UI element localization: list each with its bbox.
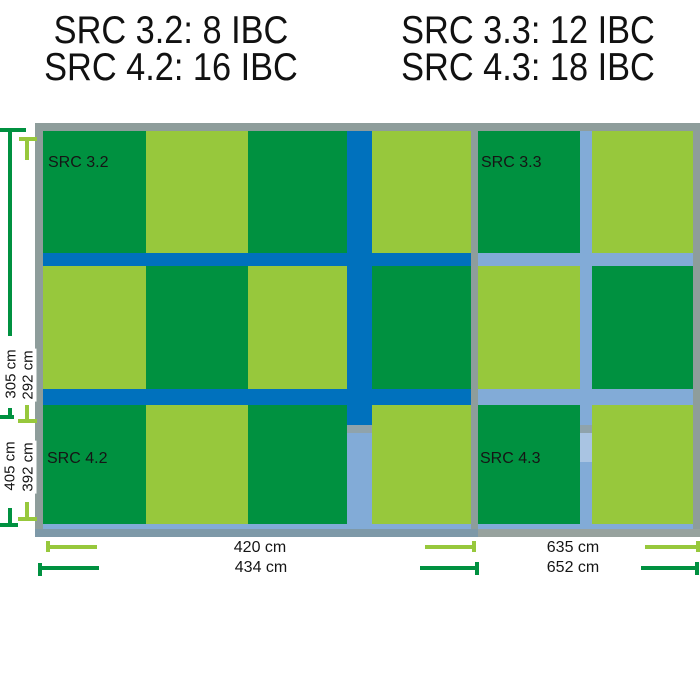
ibc-cell-left-r1-c2 — [146, 131, 248, 253]
dim-line-434-left — [42, 566, 99, 570]
dim-label-left-width-outer: 434 cm — [232, 559, 290, 577]
ibc-cell-left-r3-c4 — [372, 405, 471, 524]
header-right-block: SRC 3.3: 12 IBC SRC 4.3: 18 IBC — [396, 9, 660, 89]
dim-cap-434-left — [38, 563, 42, 576]
right-panel-bottom-label: SRC 4.3 — [480, 450, 541, 467]
dim-label-height-outer: 305 cm — [2, 347, 20, 401]
dim-line-434-right — [420, 566, 475, 570]
ibc-cell-left-r2-c3 — [248, 266, 347, 389]
header-left-block: SRC 3.2: 8 IBC SRC 4.2: 16 IBC — [39, 9, 303, 89]
header-left-line1: SRC 3.2: 8 IBC — [53, 9, 289, 52]
frame-bottom-right — [478, 529, 700, 537]
header-right-line2: SRC 4.3: 18 IBC — [401, 46, 655, 89]
left-panel-bottom-label: SRC 4.2 — [47, 450, 108, 467]
ibc-cell-right-r1-c2 — [592, 131, 693, 253]
dim-line-420-right — [425, 545, 472, 549]
dim-label-left-width-inner: 420 cm — [231, 539, 289, 557]
dim-label-height-outer-lower: 405 cm — [1, 439, 19, 493]
dim-cap-292-top — [19, 137, 37, 141]
ibc-cell-right-r2-c2 — [592, 266, 693, 389]
dim-line-292-top-stub — [25, 141, 29, 160]
dim-cap-392-bottom — [18, 517, 37, 521]
dim-line-405-bottom-stub — [8, 508, 12, 523]
ibc-cell-right-r3-c1 — [478, 405, 580, 524]
right-panel-pale-gap-patch — [580, 433, 592, 462]
dim-cap-420-left — [46, 541, 50, 552]
frame-divider — [471, 123, 478, 537]
ibc-cell-left-r1-c1 — [43, 131, 146, 253]
dim-line-292-bottom-stub — [25, 405, 29, 419]
dim-line-652 — [641, 566, 695, 570]
dim-cap-292-bottom — [18, 419, 37, 423]
right-panel-section-border — [478, 425, 693, 433]
dim-cap-305-top — [0, 128, 26, 132]
dim-cap-434-right — [475, 562, 479, 575]
ibc-cell-right-r1-c1 — [478, 131, 580, 253]
dim-label-right-width-outer: 652 cm — [544, 559, 602, 577]
frame-top — [35, 123, 700, 131]
right-panel-top-label: SRC 3.3 — [481, 154, 542, 171]
dim-line-635 — [645, 545, 696, 549]
dim-line-420-left — [50, 545, 97, 549]
ibc-cell-right-r3-c2 — [592, 405, 693, 524]
dim-cap-420-right — [472, 541, 476, 552]
ibc-cell-left-r3-c2 — [146, 405, 248, 524]
dim-cap-652-right — [695, 562, 699, 575]
ibc-cell-left-r3-c1 — [43, 405, 146, 524]
dim-line-392-bottom-stub — [25, 502, 29, 517]
ibc-cell-right-r2-c1 — [478, 266, 580, 389]
frame-left — [35, 123, 43, 537]
dim-label-height-inner-lower: 392 cm — [19, 440, 37, 494]
ibc-cell-left-r1-c4 — [372, 131, 471, 253]
dim-label-height-inner: 292 cm — [19, 348, 37, 402]
dim-line-305-bottom-stub — [8, 408, 12, 415]
dim-line-305 — [8, 132, 12, 336]
ibc-cell-left-r2-c2 — [146, 266, 248, 389]
left-panel-top-label: SRC 3.2 — [48, 154, 109, 171]
ibc-cell-left-r2-c4 — [372, 266, 471, 389]
ibc-cell-left-r3-c3 — [248, 405, 347, 524]
dim-label-right-width-inner: 635 cm — [544, 539, 602, 557]
dim-cap-405-bottom — [0, 523, 18, 527]
dim-cap-305-bottom — [0, 415, 14, 419]
dim-cap-635-right — [696, 541, 700, 552]
header-left-line2: SRC 4.2: 16 IBC — [44, 46, 298, 89]
ibc-cell-left-r2-c1 — [43, 266, 146, 389]
frame-right — [693, 123, 700, 537]
ibc-cell-left-r1-c3 — [248, 131, 347, 253]
header-right-line1: SRC 3.3: 12 IBC — [401, 9, 655, 52]
frame-bottom-left — [35, 529, 478, 537]
